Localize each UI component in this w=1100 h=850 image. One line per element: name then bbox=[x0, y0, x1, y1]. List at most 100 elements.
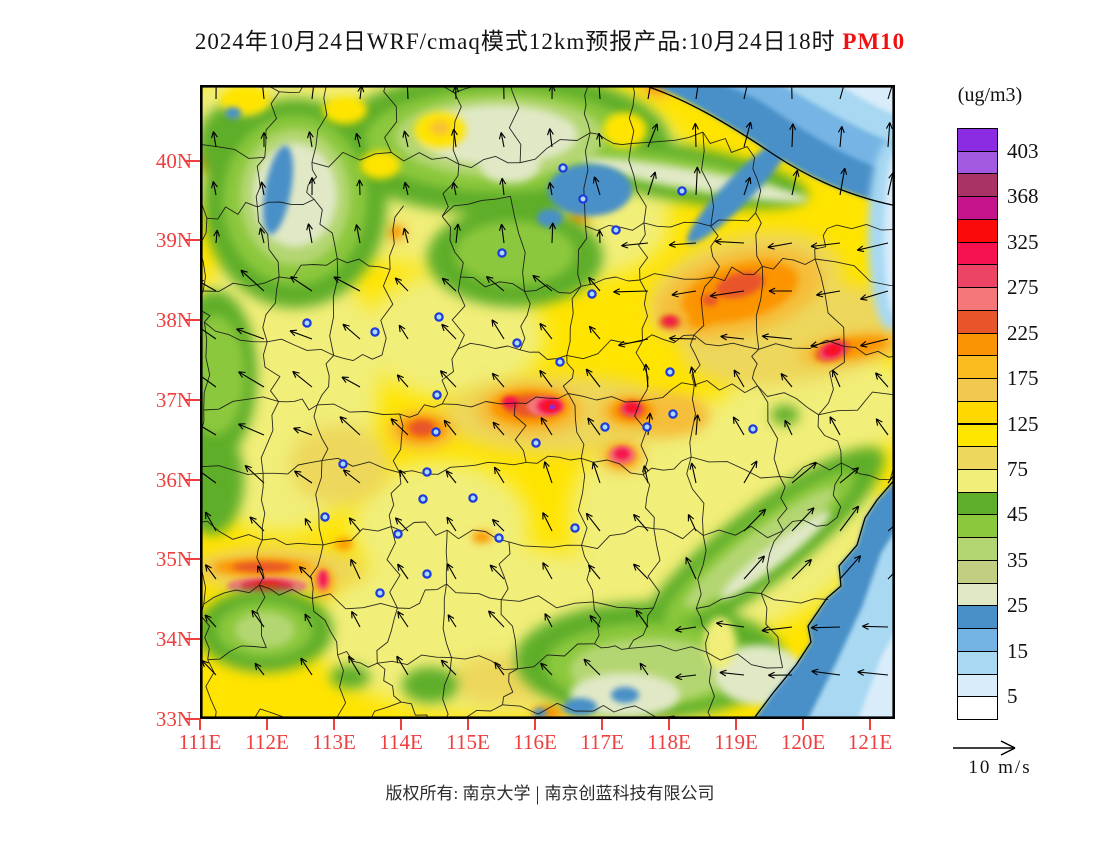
wind-arrow bbox=[251, 609, 265, 628]
wind-arrow bbox=[293, 470, 313, 484]
contour-blob bbox=[232, 562, 292, 572]
legend-tick-label: 403 bbox=[1007, 138, 1039, 163]
contour-blob bbox=[502, 396, 518, 408]
legend-color-box bbox=[957, 628, 998, 652]
city-marker bbox=[422, 569, 432, 579]
wind-arrow bbox=[542, 562, 553, 580]
lat-label-36N: 36N bbox=[155, 467, 192, 492]
contour-blob bbox=[549, 404, 555, 410]
contour-layer-8 bbox=[549, 404, 555, 410]
contour-blob bbox=[263, 145, 293, 235]
wind-arrow bbox=[589, 614, 601, 628]
city-marker bbox=[665, 367, 675, 377]
contour-blob bbox=[455, 221, 575, 285]
wind-arrow bbox=[304, 518, 313, 532]
wind-arrow bbox=[743, 460, 758, 484]
legend-color-box bbox=[957, 491, 998, 516]
wind-arrow bbox=[617, 338, 649, 348]
lat-label-33N: 33N bbox=[155, 706, 192, 731]
wind-arrow bbox=[810, 338, 841, 348]
contour-blob bbox=[480, 147, 540, 183]
wind-arrow bbox=[342, 469, 361, 484]
legend-color-box bbox=[957, 696, 998, 720]
wind-arrow bbox=[396, 655, 409, 676]
wind-arrow bbox=[720, 333, 745, 341]
lon-label-111E: 111E bbox=[178, 730, 222, 754]
wind-arrow bbox=[402, 181, 410, 196]
legend-tick-label: 225 bbox=[1007, 320, 1039, 345]
city-marker bbox=[338, 459, 348, 469]
wind-arrow bbox=[839, 555, 862, 580]
wind-arrow bbox=[693, 166, 701, 196]
legend-color-box bbox=[957, 650, 998, 675]
wind-arrow bbox=[210, 131, 218, 148]
wind-arrow bbox=[304, 613, 313, 628]
wind-arrow bbox=[348, 655, 361, 676]
wind-arrow bbox=[647, 85, 655, 100]
wind-arrow bbox=[342, 323, 361, 340]
wind-arrow bbox=[443, 419, 457, 436]
wind-scale-arrow bbox=[953, 740, 1016, 756]
wind-arrow bbox=[621, 241, 649, 249]
lon-tick bbox=[802, 719, 804, 730]
wind-arrow bbox=[498, 132, 506, 148]
lon-label-121E: 121E bbox=[847, 730, 893, 754]
wind-arrow bbox=[780, 373, 793, 388]
contour-layer-14 bbox=[704, 617, 736, 669]
wind-arrow bbox=[856, 242, 889, 253]
wind-arrow bbox=[789, 123, 797, 148]
legend-color-box bbox=[957, 559, 998, 584]
legend-color-box bbox=[957, 355, 998, 380]
wind-arrow bbox=[743, 176, 752, 196]
lon-tick bbox=[467, 719, 469, 730]
wind-arrow bbox=[768, 671, 793, 679]
legend-tick-label: 35 bbox=[1007, 547, 1028, 572]
contour-blob bbox=[827, 346, 839, 354]
wind-arrow bbox=[260, 132, 268, 147]
wind-arrow bbox=[743, 508, 767, 532]
contour-layer-13 bbox=[220, 85, 647, 179]
city-marker bbox=[302, 318, 312, 328]
city-marker bbox=[494, 533, 504, 543]
wind-arrow bbox=[394, 517, 409, 532]
wind-arrow bbox=[887, 524, 895, 532]
wind-arrow bbox=[829, 416, 841, 436]
page-title: 2024年10月24日WRF/cmaq模式12km预报产品:10月24日18时 … bbox=[0, 22, 1100, 56]
legend-tick-label: 15 bbox=[1007, 638, 1028, 663]
wind-arrow bbox=[249, 516, 265, 532]
wind-arrow bbox=[693, 414, 701, 436]
wind-arrow bbox=[719, 669, 745, 677]
city-marker bbox=[642, 422, 652, 432]
legend-color-box bbox=[957, 537, 998, 561]
legend-units-label: (ug/m3) bbox=[957, 84, 1023, 106]
wind-arrow bbox=[356, 179, 364, 196]
wind-arrow bbox=[689, 366, 697, 388]
lon-label-112E: 112E bbox=[245, 730, 289, 754]
lat-tick bbox=[186, 638, 200, 641]
wind-arrow bbox=[354, 132, 362, 148]
lat-label-35N: 35N bbox=[155, 547, 192, 572]
legend-color-box bbox=[957, 287, 998, 311]
contour-blob bbox=[704, 617, 736, 669]
wind-arrow bbox=[733, 369, 745, 388]
wind-arrow bbox=[494, 661, 505, 676]
wind-arrow bbox=[687, 513, 697, 532]
wind-arrow bbox=[492, 421, 505, 436]
wind-arrow bbox=[668, 334, 697, 342]
city-marker bbox=[668, 409, 678, 419]
wind-arrow bbox=[493, 466, 505, 484]
wind-arrow bbox=[811, 668, 841, 676]
title-pollutant: PM10 bbox=[842, 29, 906, 54]
lon-label-113E: 113E bbox=[312, 730, 356, 754]
lon-label-115E: 115E bbox=[446, 730, 490, 754]
contour-blob bbox=[319, 571, 327, 587]
wind-arrow bbox=[587, 276, 601, 292]
legend-tick-label: 75 bbox=[1007, 456, 1028, 481]
contour-layer-19 bbox=[839, 85, 895, 115]
wind-arrow bbox=[499, 177, 507, 196]
wind-arrow bbox=[549, 222, 557, 244]
wind-arrow bbox=[439, 370, 457, 388]
contour-layer-26 bbox=[225, 107, 639, 718]
wind-arrow bbox=[831, 369, 841, 388]
